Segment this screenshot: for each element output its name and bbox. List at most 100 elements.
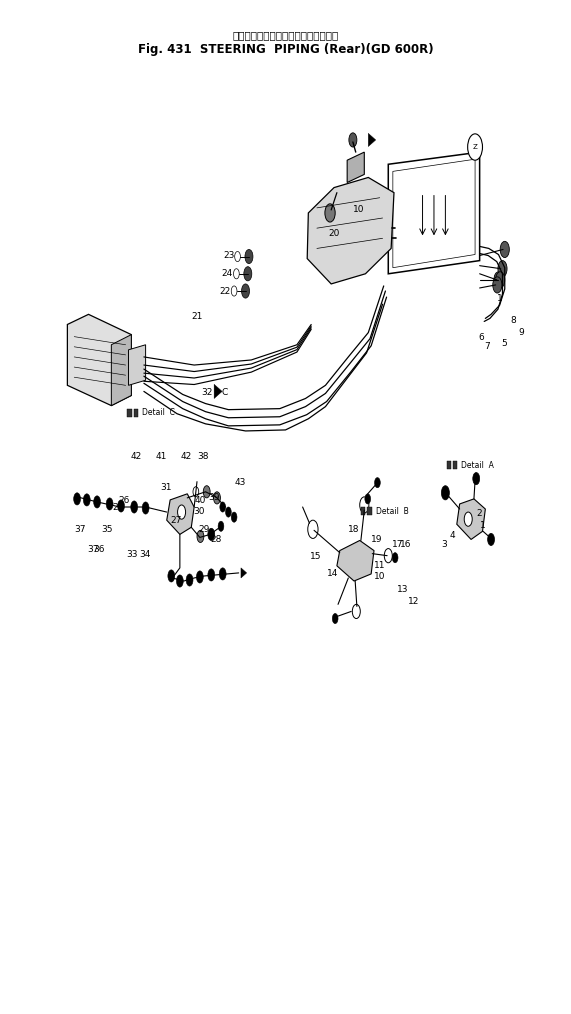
Circle shape bbox=[193, 487, 199, 497]
Polygon shape bbox=[127, 409, 132, 417]
Polygon shape bbox=[457, 499, 485, 539]
Text: 1: 1 bbox=[480, 521, 485, 529]
Circle shape bbox=[74, 493, 81, 505]
Text: 15: 15 bbox=[310, 553, 321, 561]
Circle shape bbox=[473, 473, 480, 485]
Text: 4: 4 bbox=[449, 531, 455, 539]
Text: ステアリング　パイピング（リヤー）: ステアリング パイピング（リヤー） bbox=[232, 30, 339, 41]
Circle shape bbox=[94, 496, 100, 508]
Text: 5: 5 bbox=[501, 340, 507, 348]
Polygon shape bbox=[307, 177, 394, 284]
Text: 42: 42 bbox=[130, 452, 142, 460]
Circle shape bbox=[234, 269, 239, 279]
Circle shape bbox=[375, 478, 380, 488]
Circle shape bbox=[83, 494, 90, 506]
Circle shape bbox=[168, 570, 175, 582]
Circle shape bbox=[493, 277, 502, 293]
Circle shape bbox=[178, 505, 186, 519]
Circle shape bbox=[218, 521, 224, 531]
Text: 29: 29 bbox=[199, 525, 210, 533]
Text: 35: 35 bbox=[102, 525, 113, 533]
Text: 31: 31 bbox=[160, 484, 171, 492]
Polygon shape bbox=[453, 461, 457, 469]
Circle shape bbox=[496, 272, 505, 288]
Text: Detail  C: Detail C bbox=[142, 409, 175, 417]
Circle shape bbox=[468, 134, 482, 160]
Circle shape bbox=[384, 549, 392, 563]
Circle shape bbox=[118, 500, 124, 512]
Polygon shape bbox=[447, 461, 451, 469]
Text: 36: 36 bbox=[94, 546, 105, 554]
Polygon shape bbox=[361, 507, 365, 515]
Circle shape bbox=[464, 512, 472, 526]
Text: 9: 9 bbox=[518, 329, 524, 337]
Circle shape bbox=[244, 267, 252, 281]
Circle shape bbox=[242, 284, 250, 298]
Text: 30: 30 bbox=[193, 507, 204, 515]
Circle shape bbox=[106, 498, 113, 510]
Text: 10: 10 bbox=[374, 573, 385, 581]
Polygon shape bbox=[214, 384, 222, 399]
Circle shape bbox=[196, 571, 203, 583]
Text: 24: 24 bbox=[222, 270, 233, 278]
Circle shape bbox=[441, 486, 449, 500]
Circle shape bbox=[214, 492, 220, 504]
Circle shape bbox=[231, 512, 237, 522]
Text: 22: 22 bbox=[219, 287, 231, 295]
Text: 40: 40 bbox=[194, 497, 206, 505]
Circle shape bbox=[219, 568, 226, 580]
Circle shape bbox=[203, 486, 210, 498]
Text: 14: 14 bbox=[327, 570, 338, 578]
Text: 42: 42 bbox=[180, 452, 192, 460]
Text: 7: 7 bbox=[484, 343, 490, 351]
Circle shape bbox=[226, 507, 231, 517]
Text: 1: 1 bbox=[497, 294, 502, 302]
Circle shape bbox=[131, 501, 138, 513]
Text: 33: 33 bbox=[127, 551, 138, 559]
Circle shape bbox=[186, 574, 193, 586]
Text: 27: 27 bbox=[170, 516, 182, 524]
Circle shape bbox=[220, 502, 226, 512]
Polygon shape bbox=[241, 568, 247, 578]
Text: 19: 19 bbox=[371, 535, 382, 544]
Text: 20: 20 bbox=[328, 229, 340, 237]
Text: 18: 18 bbox=[348, 525, 360, 533]
Polygon shape bbox=[367, 507, 372, 515]
Circle shape bbox=[332, 613, 338, 624]
Text: 6: 6 bbox=[478, 334, 484, 342]
Polygon shape bbox=[134, 409, 138, 417]
Text: 39: 39 bbox=[208, 494, 220, 502]
Text: 13: 13 bbox=[397, 585, 408, 593]
Text: Fig. 431  STEERING  PIPING (Rear)(GD 600R): Fig. 431 STEERING PIPING (Rear)(GD 600R) bbox=[138, 44, 433, 56]
Circle shape bbox=[142, 502, 149, 514]
Text: 10: 10 bbox=[353, 206, 364, 214]
Circle shape bbox=[308, 520, 318, 538]
Polygon shape bbox=[67, 314, 131, 406]
Text: 32: 32 bbox=[202, 388, 213, 396]
Text: 12: 12 bbox=[408, 597, 419, 605]
Text: 37: 37 bbox=[87, 546, 98, 554]
Circle shape bbox=[325, 204, 335, 222]
Polygon shape bbox=[337, 540, 374, 581]
Circle shape bbox=[352, 604, 360, 619]
Text: 3: 3 bbox=[441, 540, 447, 549]
Polygon shape bbox=[368, 133, 376, 146]
Text: 28: 28 bbox=[210, 535, 222, 544]
Circle shape bbox=[245, 249, 253, 264]
Text: 34: 34 bbox=[139, 551, 151, 559]
Polygon shape bbox=[388, 152, 480, 274]
Text: 26: 26 bbox=[119, 497, 130, 505]
Text: 8: 8 bbox=[510, 316, 516, 324]
Text: 41: 41 bbox=[155, 452, 167, 460]
Circle shape bbox=[231, 286, 237, 296]
Text: Detail  B: Detail B bbox=[376, 507, 408, 515]
Circle shape bbox=[208, 569, 215, 581]
Text: Detail  A: Detail A bbox=[461, 461, 494, 469]
Text: 37: 37 bbox=[74, 525, 86, 533]
Circle shape bbox=[197, 530, 204, 542]
Polygon shape bbox=[393, 159, 475, 268]
Text: 21: 21 bbox=[191, 312, 203, 320]
Text: 43: 43 bbox=[234, 479, 246, 487]
Text: 2: 2 bbox=[477, 509, 482, 517]
Circle shape bbox=[349, 133, 357, 147]
